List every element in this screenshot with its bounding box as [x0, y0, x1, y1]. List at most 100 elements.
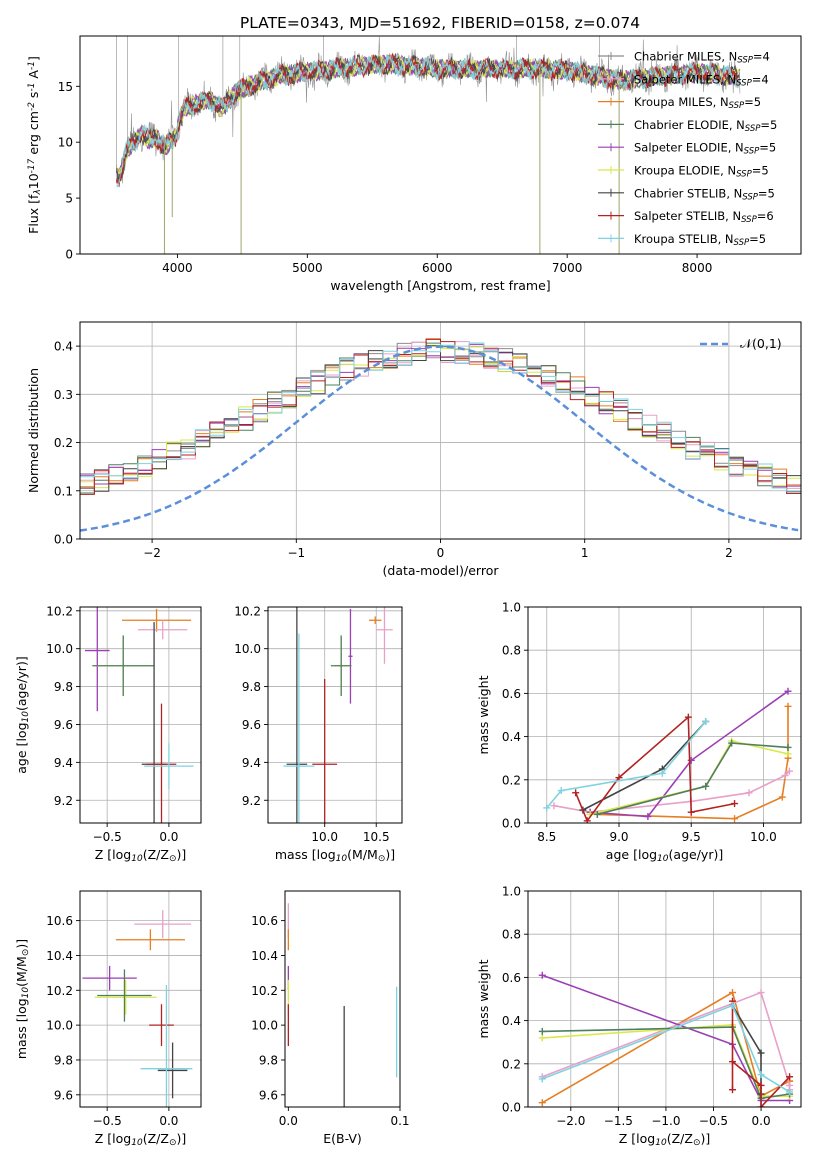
legend-entry-tail: =5 [759, 141, 776, 155]
weight-marker [702, 717, 710, 725]
legend-entry: Chabrier STELIB, NSSP=5 [634, 186, 775, 202]
x-tick-label: 9.5 [682, 830, 701, 844]
spectrum-legend: Chabrier MILES, NSSP=4 Salpeter MILES, NS… [598, 50, 777, 248]
legend-entry-sub: SSP [737, 56, 753, 66]
y-tick-label: 1.0 [502, 601, 521, 615]
weight-marker [785, 767, 793, 775]
legend-entry: Salpeter STELIB, NSSP=6 [634, 209, 774, 225]
weight-marker [784, 743, 792, 751]
x-tick-label: −2 [143, 546, 161, 560]
weight-line-kroupa_stelib [546, 720, 707, 809]
error-point-chabrier_elodie [97, 969, 152, 1022]
y-tick-label: 15 [58, 80, 73, 94]
y-tick-label: 0.2 [502, 1057, 521, 1071]
legend-entry-sub: SSP [736, 79, 752, 89]
error-point-kroupa_stelib [140, 985, 193, 1107]
weight-marker [729, 989, 737, 997]
figure-title: PLATE=0343, MJD=51692, FIBERID=0158, z=0… [240, 14, 640, 32]
legend-entry-sub: SSP [741, 215, 757, 225]
tick-group-mass_vs_EBV: 0.0 0.1 9.6 9.8 10.0 10.2 10.4 10.6 [251, 914, 409, 1128]
plot-area [283, 607, 393, 823]
y-tick-label: 10.2 [46, 984, 73, 998]
x-tick-label: −2.0 [556, 1114, 585, 1128]
error-point-salpeter_stelib [312, 679, 338, 823]
y-tick-label: 9.4 [54, 756, 73, 770]
weight-marker [538, 1027, 546, 1035]
panel-spectrum [116, 36, 741, 254]
legend-entry-base: Chabrier STELIB, N [634, 186, 742, 200]
tick-group-weight_vs_age: 8.5 9.0 9.5 10.0 0.0 0.2 0.4 0.6 0.8 1.0 [502, 601, 777, 845]
y-tick-label: 9.8 [242, 680, 261, 694]
x-tick-label: 10.0 [311, 830, 338, 844]
y-axis-label: mass weight [476, 675, 491, 754]
axes-frame [267, 606, 403, 824]
panel-mass_vs_Z [80, 891, 201, 1107]
weight-marker [543, 804, 551, 812]
legend-entry: Chabrier MILES, NSSP=4 [634, 50, 770, 66]
plot-area [538, 971, 794, 1107]
weight-marker [593, 810, 601, 818]
error-point-kroupa_miles [115, 929, 185, 951]
y-tick-label: 9.8 [259, 1053, 278, 1067]
x-tick-label: 0 [437, 546, 445, 560]
legend-entry-tail: =5 [744, 95, 761, 109]
histogram-kroupa_stelib [80, 342, 801, 539]
y-axis-label: mass [log10(M/M⊙)] [14, 939, 31, 1059]
weight-marker [538, 1099, 546, 1107]
legend-entry-sub: SSP [745, 124, 761, 134]
y-tick-label: 10.4 [46, 949, 73, 963]
error-point-kroupa_miles [121, 608, 192, 632]
x-tick-label: −1.5 [604, 1114, 633, 1128]
error-point-salpeter_stelib [146, 703, 177, 823]
x-axis-label: age [log10(age/yr)] [606, 847, 723, 864]
y-tick-label: 10.2 [46, 604, 73, 618]
weight-marker [745, 789, 753, 797]
x-tick-label: −1.0 [651, 1114, 680, 1128]
legend-entry-sub: SSP [744, 147, 760, 157]
error-point-salpeter_stelib [149, 1004, 174, 1047]
y-tick-label: 9.6 [54, 718, 73, 732]
x-axis-label: Z [log10(Z/Z⊙)] [95, 847, 187, 864]
x-tick-label: 2 [725, 546, 733, 560]
x-tick-label: −1 [287, 546, 305, 560]
weight-marker [538, 971, 546, 979]
error-point-chabrier_elodie [330, 635, 352, 697]
legend-entry: Salpeter MILES, NSSP=4 [634, 72, 769, 88]
panel-age_vs_Z [80, 607, 201, 823]
legend-entry-tail: =6 [757, 209, 774, 223]
weight-marker [658, 769, 666, 777]
weight-marker [687, 808, 695, 816]
weight-marker [781, 771, 789, 779]
y-tick-label: 0.0 [502, 817, 521, 831]
error-point-salpeter_miles [138, 620, 188, 640]
weight-marker [644, 813, 652, 821]
error-point-chabrier_elodie [92, 635, 155, 697]
axes-frame [79, 606, 202, 824]
x-tick-label: 0.0 [159, 830, 178, 844]
legend-entry-base: Kroupa MILES, N [634, 95, 729, 109]
y-axis-label: age [log10(age/yr)] [14, 656, 31, 773]
panel-mass_vs_EBV [287, 903, 398, 1107]
axes-frame [527, 606, 802, 824]
legend-entry-sub: SSP [734, 238, 750, 248]
tick-group-age_vs_mass: 10.0 10.5 9.2 9.4 9.6 9.8 10.0 10.2 [234, 604, 389, 844]
weight-line-salpeter_stelib [574, 715, 735, 823]
x-tick-label: 7000 [552, 261, 583, 275]
legend-entry: Chabrier ELODIE, NSSP=5 [634, 118, 777, 134]
weight-marker [731, 815, 739, 823]
panel-age_vs_mass [268, 607, 402, 823]
weight-marker [538, 1075, 546, 1083]
weight-marker [784, 687, 792, 695]
weight-marker [729, 1058, 737, 1066]
x-tick-label: 0.0 [752, 1114, 771, 1128]
x-axis-label: mass [log10(M/M⊙)] [275, 847, 395, 864]
y-tick-label: 9.6 [259, 1088, 278, 1102]
weight-marker [729, 1086, 737, 1094]
y-tick-label: 10.6 [251, 914, 278, 928]
weight-marker [572, 789, 580, 797]
y-tick-label: 0.0 [54, 533, 73, 547]
legend-entry-sub: SSP [736, 170, 752, 180]
y-tick-label: 9.8 [54, 680, 73, 694]
legend-entry-tail: =5 [749, 232, 766, 246]
y-tick-label: 9.8 [54, 1053, 73, 1067]
